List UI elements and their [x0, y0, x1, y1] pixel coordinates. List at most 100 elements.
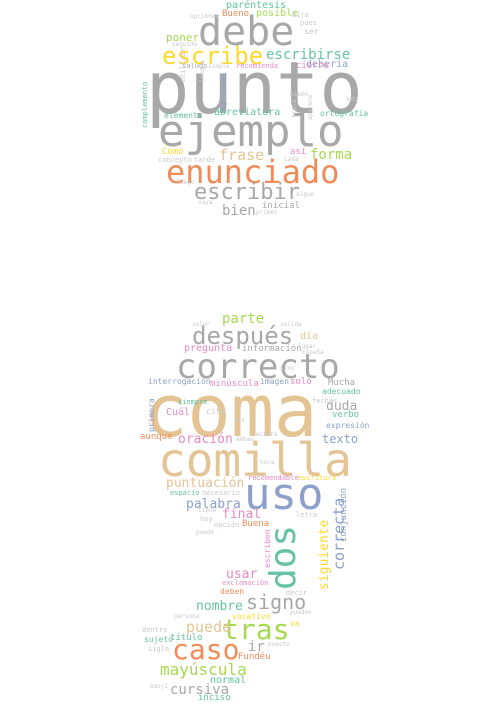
- cloud-word: deben: [220, 587, 245, 596]
- cloud-word: opcional: [219, 71, 228, 110]
- cloud-word: inicial: [262, 201, 300, 211]
- cloud-word: escribe: [162, 42, 264, 70]
- cloud-word: día: [300, 331, 319, 342]
- cloud-word: escribirse: [266, 47, 351, 63]
- cloud-word: sino: [280, 365, 295, 372]
- cloud-word: dijo: [292, 11, 309, 19]
- cloud-word: después: [192, 322, 294, 350]
- cloud-word: título: [170, 633, 203, 643]
- cloud-word: uso: [234, 417, 245, 424]
- cloud-word: Mucha: [328, 378, 356, 388]
- cloud-word: abreviatura: [214, 107, 281, 118]
- cloud-word: conjunción: [339, 487, 349, 542]
- cloud-word: emoji: [150, 683, 169, 690]
- cloud-word: necesario: [202, 489, 240, 497]
- cloud-word: lengua: [199, 60, 206, 82]
- cloud-word: frase: [219, 146, 265, 164]
- cloud-word: texto: [322, 432, 359, 446]
- cloud-word: ser: [304, 27, 319, 36]
- cloud-word: vaya: [198, 199, 213, 206]
- cloud-word: imagen: [260, 377, 289, 386]
- cloud-word: vez: [346, 95, 359, 103]
- cloud-word: hoy: [200, 515, 213, 523]
- cloud-word: Como: [162, 147, 184, 157]
- cloud-word: puntuación: [166, 476, 245, 491]
- cloud-word: exclamación: [222, 579, 269, 587]
- cloud-word: ortografía: [320, 109, 369, 118]
- cloud-word: coma: [144, 369, 318, 453]
- cloud-word: valor: [192, 321, 211, 328]
- cloud-word: aunque: [140, 432, 173, 442]
- cloud-word: decir: [286, 589, 308, 597]
- cloud-word: así: [290, 147, 307, 157]
- cloud-word: signo: [246, 590, 307, 614]
- cloud-word: tarde: [194, 156, 216, 164]
- cloud-word: normal: [210, 675, 247, 686]
- cloud-word: expresión: [326, 421, 370, 430]
- cloud-word: simple: [208, 63, 230, 70]
- cloud-word: solo: [290, 377, 312, 387]
- cloud-word: pueden: [290, 609, 312, 616]
- cloud-word: tras: [222, 613, 290, 646]
- cloud-word: lugar: [298, 343, 317, 350]
- cloud-word: duda: [326, 399, 358, 414]
- cloud-word: cursiva: [170, 682, 230, 698]
- cloud-word: opción: [214, 521, 240, 529]
- cloud-word: ir: [248, 639, 265, 655]
- cloud-word: utilizar: [179, 48, 187, 82]
- cloud-word: recomienda: [236, 62, 279, 70]
- cloud-word: sujeto: [144, 635, 173, 644]
- cloud-word: concepto: [158, 156, 192, 164]
- cloud-word: comilla: [158, 433, 352, 487]
- cloud-word: verbo: [332, 410, 360, 420]
- cloud-word: enunciado: [166, 153, 340, 191]
- cloud-word: pues: [300, 19, 317, 27]
- cloud-word: final: [222, 507, 262, 522]
- cloud-word: puede: [196, 529, 215, 536]
- cloud-word: elemento: [164, 111, 203, 120]
- cloud-word: España: [302, 349, 324, 356]
- cloud-word: caso: [172, 633, 240, 666]
- cloud-word: cita: [206, 407, 226, 416]
- cloud-word: paréntesis: [226, 0, 287, 11]
- cloud-word: saludo: [182, 62, 208, 70]
- cloud-word: posible: [256, 8, 299, 19]
- cloud-word: bien: [222, 203, 256, 219]
- cloud-word: complemento: [141, 81, 149, 128]
- cloud-word: letra: [296, 511, 318, 519]
- cloud-word: siempre: [178, 398, 208, 406]
- cloud-word: mismo: [290, 91, 309, 98]
- cloud-word: usar: [226, 567, 258, 582]
- cloud-word: poner: [166, 31, 200, 44]
- cloud-word: seguido: [172, 41, 198, 48]
- cloud-word: parte: [222, 311, 265, 327]
- cloud-word: información: [242, 344, 302, 354]
- cloud-word: inciso: [198, 693, 231, 703]
- cloud-word: nombre: [196, 599, 243, 614]
- cloud-word: sigla: [148, 645, 170, 653]
- cloud-word: cada: [284, 156, 299, 163]
- cloud-word: minúscula: [210, 379, 259, 389]
- cloud-word: uso: [244, 469, 324, 520]
- cloud-word: tiene: [198, 507, 217, 514]
- cloud-word: dentro: [142, 626, 168, 634]
- cloud-word: va: [290, 619, 300, 628]
- cloud-word: mayúscula: [160, 660, 247, 679]
- cloud-word: palabra: [186, 497, 241, 512]
- cloud-word: Bueno: [222, 9, 250, 19]
- cloud-word: aparece: [307, 94, 314, 120]
- cloud-word: sigue: [296, 191, 315, 198]
- cloud-word: pregunta: [184, 343, 233, 354]
- cloud-word: primer: [256, 209, 278, 216]
- cloud-word: puesto: [268, 641, 290, 648]
- cloud-word: Cuál: [166, 407, 191, 418]
- cloud-word: opciones: [190, 13, 219, 20]
- cloud-word: escribir: [194, 180, 300, 205]
- cloud-word: punto: [146, 46, 363, 130]
- cloud-word: forma: [310, 147, 353, 163]
- cloud-word: oración: [178, 432, 233, 447]
- cloud-word: ejemplo: [158, 106, 344, 157]
- cloud-word: fechas: [312, 397, 338, 405]
- cloud-word: Fundéu: [238, 652, 271, 662]
